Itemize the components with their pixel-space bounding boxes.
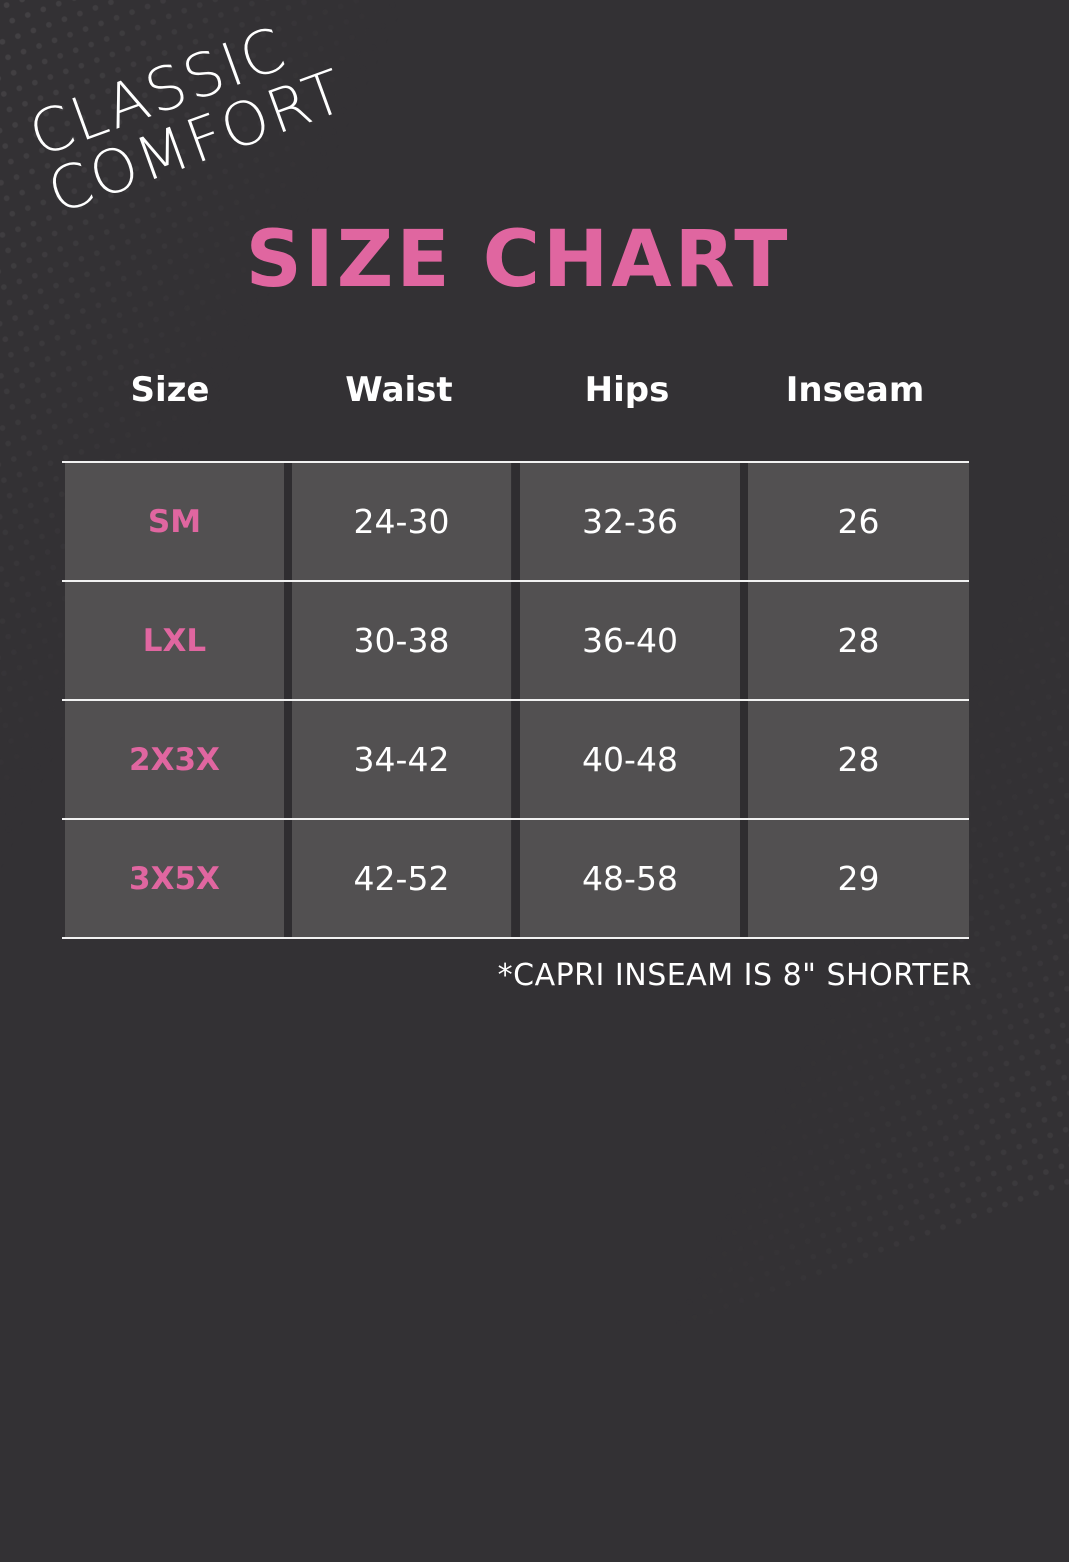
column-divider [284, 820, 292, 937]
capri-footnote: *CAPRI INSEAM IS 8" SHORTER [497, 958, 972, 993]
column-divider [740, 820, 748, 937]
inseam-cell: 26 [748, 463, 969, 580]
column-divider [740, 582, 748, 699]
column-divider [284, 463, 292, 580]
hips-cell: 40-48 [520, 701, 740, 818]
column-divider [512, 463, 520, 580]
column-divider [284, 701, 292, 818]
table-row: 3X5X 42-52 48-58 29 [62, 818, 969, 939]
waist-cell: 30-38 [292, 582, 511, 699]
header-inseam: Inseam [785, 370, 925, 410]
size-table: SM 24-30 32-36 26 LXL 30-38 36-40 28 2X3… [62, 461, 969, 939]
waist-cell: 42-52 [292, 820, 511, 937]
table-row: 2X3X 34-42 40-48 28 [62, 699, 969, 818]
size-cell: 2X3X [65, 701, 284, 818]
column-divider [512, 582, 520, 699]
inseam-cell: 28 [748, 582, 969, 699]
hips-cell: 32-36 [520, 463, 740, 580]
inseam-cell: 28 [748, 701, 969, 818]
waist-cell: 34-42 [292, 701, 511, 818]
hips-cell: 36-40 [520, 582, 740, 699]
column-divider [512, 701, 520, 818]
page-title: SIZE CHART [245, 215, 791, 305]
table-row: SM 24-30 32-36 26 [62, 461, 969, 580]
header-size: Size [130, 370, 210, 410]
column-divider [512, 820, 520, 937]
size-cell: LXL [65, 582, 284, 699]
column-divider [740, 701, 748, 818]
table-row: LXL 30-38 36-40 28 [62, 580, 969, 699]
size-cell: SM [65, 463, 284, 580]
hips-cell: 48-58 [520, 820, 740, 937]
inseam-cell: 29 [748, 820, 969, 937]
size-cell: 3X5X [65, 820, 284, 937]
header-waist: Waist [345, 370, 453, 410]
waist-cell: 24-30 [292, 463, 511, 580]
header-hips: Hips [584, 370, 670, 410]
column-divider [284, 582, 292, 699]
column-divider [740, 463, 748, 580]
